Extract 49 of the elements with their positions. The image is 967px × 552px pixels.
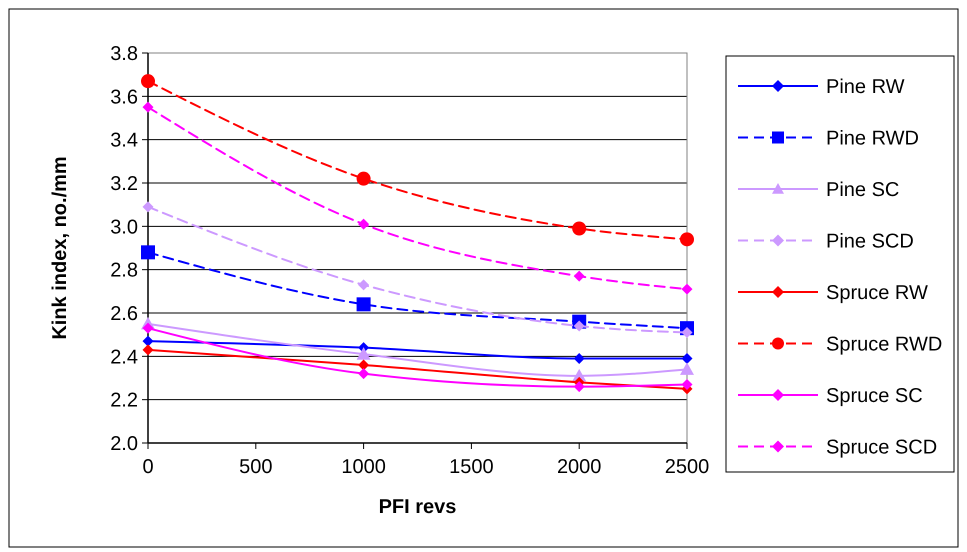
x-tick-label: 0 [142,456,154,478]
point [141,245,155,260]
point [574,320,585,332]
point [574,381,585,392]
point [574,270,585,282]
legend-label: Pine RW [826,76,905,98]
legend-label: Pine SCD [826,230,914,252]
point [356,347,371,360]
y-tick-label: 2.4 [110,346,138,368]
point [574,353,585,364]
point [682,284,692,295]
legend-label: Pine SC [826,179,900,201]
legend-label: Spruce RW [826,282,928,304]
y-tick-label: 2.0 [110,433,138,455]
point [142,102,154,113]
point [141,74,155,88]
point [142,336,154,347]
y-tick-label: 3.6 [110,86,138,108]
point [680,362,694,375]
x-tick-label: 2000 [556,456,602,478]
point [572,222,586,236]
legend-label: Spruce RWD [826,334,942,356]
y-tick-label: 3.8 [110,43,138,65]
point [142,322,154,334]
y-tick-label: 3.0 [110,216,138,238]
y-tick-label: 3.4 [110,130,138,152]
point [680,232,694,246]
point [356,172,371,186]
y-tick-label: 3.2 [110,173,138,195]
legend-label: Spruce SCD [826,436,938,458]
point [358,368,370,380]
y-axis-title: Kink index, no./mm [49,156,71,340]
x-tick-label: 1000 [341,456,386,478]
x-tick-label: 1500 [449,456,494,478]
x-tick-label: 500 [239,456,272,478]
point [358,279,370,290]
point [358,360,370,370]
x-axis-title: PFI revs [378,496,456,518]
y-tick-label: 2.2 [110,390,138,412]
legend-label: Pine RWD [826,128,919,150]
y-tick-label: 2.8 [110,260,138,282]
point [356,297,371,312]
point [142,201,154,212]
x-tick-label: 2500 [664,456,710,478]
legend-label: Spruce SC [826,385,923,407]
y-tick-label: 2.6 [110,303,138,325]
point [358,218,370,230]
point [682,379,692,390]
point [682,353,692,364]
